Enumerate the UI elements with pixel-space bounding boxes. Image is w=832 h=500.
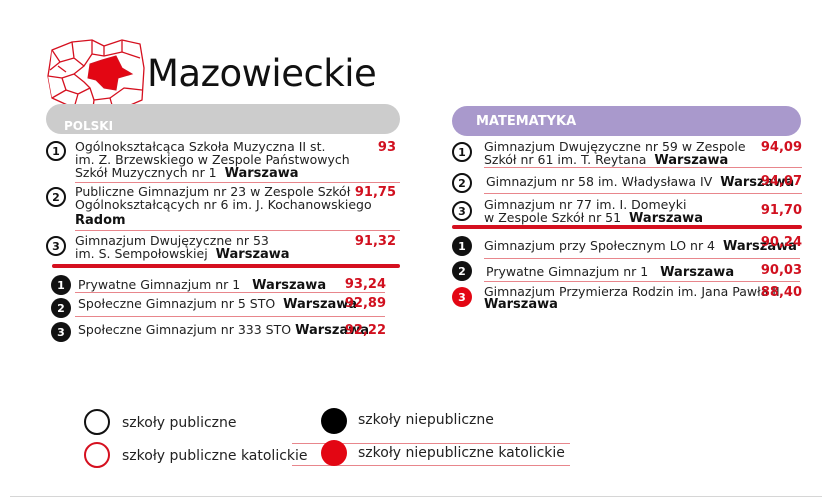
school-name: Gimnazjum przy Społecznym LO nr 4 Warsza… (484, 239, 797, 253)
row-divider (484, 167, 802, 168)
school-name-line: Gimnazjum Dwujęzyczne nr 53 (75, 233, 269, 248)
school-name: Społeczne Gimnazjum nr 333 STO Warszawa (78, 323, 369, 337)
rank-badge-public: 1 (46, 141, 66, 161)
public-catholic-circle-icon (84, 442, 110, 468)
polski-section-header: POLSKI (46, 104, 400, 134)
city-label: Warszawa (720, 175, 795, 190)
rank-badge-public: 2 (452, 173, 472, 193)
score-value: 92,89 (344, 296, 386, 311)
school-name: Gimnazjum nr 58 im. Władysława IV Warsza… (486, 175, 794, 189)
rank-badge-nonpublic: 1 (452, 236, 472, 256)
score-value: 93 (377, 140, 396, 155)
score-value: 90,03 (760, 263, 802, 278)
school-name-line: Gimnazjum Przymierza Rodzin im. Jana Paw… (484, 284, 780, 299)
nonpublic-school-dot-icon (321, 408, 347, 434)
city-label: Warszawa (224, 166, 299, 181)
school-name-line: Publiczne Gimnazjum nr 23 w Zespole Szkó… (75, 184, 351, 199)
school-name: Ogólnokształcąca Szkoła Muzyczna II st. … (75, 140, 350, 180)
city-label: Radom (75, 213, 126, 228)
city-label: Warszawa (660, 265, 735, 280)
score-value: 91,75 (354, 185, 396, 200)
rank-badge-public: 2 (46, 187, 66, 207)
rank-badge-public: 3 (46, 236, 66, 256)
legend-divider (292, 443, 570, 444)
city-label: Warszawa (484, 297, 558, 312)
school-name-line: Ogólnokształcących nr 6 im. J. Kochanows… (75, 197, 372, 212)
school-name: Publiczne Gimnazjum nr 23 w Zespole Szkó… (75, 185, 372, 227)
school-name-line: Gimnazjum nr 58 im. Władysława IV (486, 174, 713, 189)
rank-badge-nonpublic: 2 (51, 298, 71, 318)
school-name-line: Społeczne Gimnazjum nr 5 STO (78, 296, 276, 311)
school-name: Gimnazjum Dwujęzyczne nr 53 im. S. Sempo… (75, 234, 290, 261)
school-name: Gimnazjum nr 77 im. I. Domeyki w Zespole… (484, 198, 703, 225)
school-name-line: Gimnazjum Dwujęzyczne nr 59 w Zespole (484, 139, 746, 154)
score-value: 94,09 (760, 140, 802, 155)
school-name-line: Szkół nr 61 im. T. Reytana (484, 152, 647, 167)
rank-badge-catholic-nonpublic: 3 (452, 287, 472, 307)
row-divider (75, 230, 400, 231)
school-name-line: Prywatne Gimnazjum nr 1 (78, 277, 241, 292)
school-name-line: w Zespole Szkół nr 51 (484, 210, 622, 225)
rank-badge-public: 1 (452, 142, 472, 162)
school-name-line: Gimnazjum nr 77 im. I. Domeyki (484, 197, 687, 212)
legend-nonpublic: szkoły niepubliczne (358, 412, 494, 428)
matematyka-section-header: MATEMATYKA (452, 106, 801, 136)
city-label: Warszawa (283, 297, 358, 312)
row-divider (75, 292, 385, 293)
school-name: Społeczne Gimnazjum nr 5 STO Warszawa (78, 297, 357, 311)
city-label: Warszawa (295, 323, 369, 338)
city-label: Warszawa (722, 239, 797, 254)
score-value: 90,24 (760, 235, 802, 250)
legend-divider (292, 465, 570, 466)
nonpublic-catholic-dot-icon (321, 440, 347, 466)
row-divider (484, 193, 802, 194)
page-title: Mazowieckie (147, 52, 377, 95)
score-value: 88,40 (760, 285, 802, 300)
section-divider (452, 225, 802, 229)
school-name: Gimnazjum Przymierza Rodzin im. Jana Paw… (484, 285, 780, 311)
school-name-line: Prywatne Gimnazjum nr 1 (486, 264, 649, 279)
rank-badge-public: 3 (452, 201, 472, 221)
city-label: Warszawa (215, 247, 290, 262)
city-label: Warszawa (629, 211, 703, 226)
rank-badge-nonpublic: 2 (452, 261, 472, 281)
rank-badge-nonpublic: 1 (51, 275, 71, 295)
school-name: Gimnazjum Dwujęzyczne nr 59 w Zespole Sz… (484, 140, 746, 167)
city-label: Warszawa (252, 278, 327, 293)
school-name-line: im. S. Sempołowskiej (75, 246, 208, 261)
section-divider (52, 264, 400, 268)
school-name-line: Społeczne Gimnazjum nr 333 STO (78, 322, 292, 337)
score-value: 91,70 (760, 203, 802, 218)
score-value: 93,24 (344, 277, 386, 292)
legend-public-catholic: szkoły publiczne katolickie (122, 448, 308, 464)
school-name: Prywatne Gimnazjum nr 1 Warszawa (486, 265, 734, 279)
row-divider (75, 316, 385, 317)
score-value: 94,07 (760, 174, 802, 189)
score-value: 91,32 (354, 234, 396, 249)
school-name: Prywatne Gimnazjum nr 1 Warszawa (78, 278, 326, 292)
school-name-line: im. Z. Brzewskiego w Zespole Państwowych (75, 152, 350, 167)
school-name-line: Szkół Muzycznych nr 1 (75, 165, 217, 180)
legend-nonpublic-catholic: szkoły niepubliczne katolickie (358, 445, 565, 461)
score-value: 92,22 (344, 323, 386, 338)
school-name-line: Ogólnokształcąca Szkoła Muzyczna II st. (75, 139, 326, 154)
bottom-divider (10, 496, 822, 497)
city-label: Warszawa (654, 153, 729, 168)
row-divider (484, 281, 800, 282)
school-name-line: Gimnazjum przy Społecznym LO nr 4 (484, 238, 716, 253)
row-divider (484, 258, 800, 259)
legend-public: szkoły publiczne (122, 415, 237, 431)
rank-badge-nonpublic: 3 (51, 322, 71, 342)
public-school-circle-icon (84, 409, 110, 435)
row-divider (75, 182, 400, 183)
